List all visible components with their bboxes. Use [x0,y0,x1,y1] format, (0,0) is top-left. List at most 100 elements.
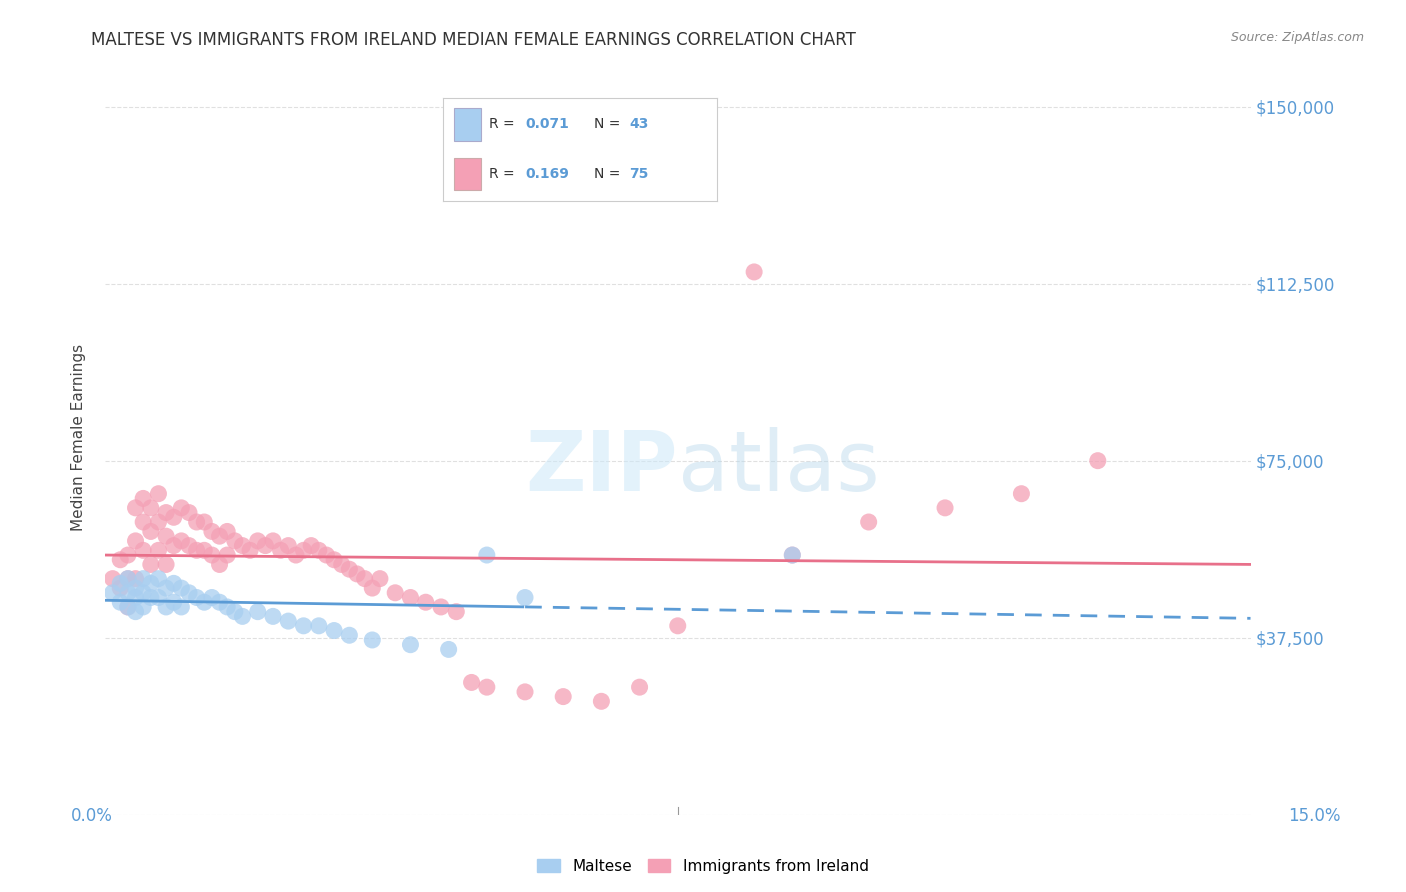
Point [124,533,146,548]
Legend: Maltese, Immigrants from Ireland: Maltese, Immigrants from Ireland [531,853,875,880]
Point [399,591,422,605]
Text: 0.169: 0.169 [526,167,569,180]
Text: R =: R = [489,117,519,131]
Point [163,576,186,591]
Point [277,539,299,553]
Point [170,599,193,614]
Point [742,265,765,279]
Point [110,553,132,567]
Point [117,599,139,614]
Point [193,543,215,558]
Point [361,632,384,647]
FancyBboxPatch shape [454,109,481,141]
Point [284,548,307,562]
Point [399,638,422,652]
Point [155,529,177,543]
Point [299,539,322,553]
Point [177,506,200,520]
Point [262,533,284,548]
Point [353,572,375,586]
Point [163,539,186,553]
Text: Source: ZipAtlas.com: Source: ZipAtlas.com [1230,31,1364,45]
Point [553,690,575,704]
Point [124,591,146,605]
Point [170,581,193,595]
Point [460,675,482,690]
Text: N =: N = [593,167,624,180]
Point [117,586,139,600]
Point [475,680,498,694]
Point [132,543,155,558]
Point [231,609,253,624]
Point [117,599,139,614]
Point [208,558,231,572]
Point [224,605,246,619]
Point [186,543,208,558]
Point [231,539,253,553]
Point [430,599,453,614]
Text: 15.0%: 15.0% [1288,807,1341,825]
Point [124,572,146,586]
Point [254,539,277,553]
Text: ZIP: ZIP [526,426,678,508]
Point [155,599,177,614]
Point [437,642,460,657]
Point [101,572,124,586]
Point [224,533,246,548]
Point [415,595,437,609]
Point [1087,453,1109,467]
Point [177,586,200,600]
Point [201,524,224,539]
Point [148,572,170,586]
Point [132,491,155,506]
Text: atlas: atlas [678,426,880,508]
Point [132,572,155,586]
Point [132,599,155,614]
Point [337,562,360,576]
Text: R =: R = [489,167,519,180]
Point [208,529,231,543]
Point [246,605,269,619]
Point [148,515,170,529]
Point [148,543,170,558]
Point [155,506,177,520]
Point [124,605,146,619]
Point [163,595,186,609]
Point [513,591,536,605]
Point [170,533,193,548]
Point [239,543,262,558]
Point [132,515,155,529]
Point [217,599,239,614]
Point [170,500,193,515]
Point [148,486,170,500]
Point [323,624,346,638]
Point [591,694,613,708]
Point [446,605,468,619]
Point [782,548,804,562]
Point [346,566,368,581]
Point [315,548,337,562]
Point [101,586,124,600]
Point [384,586,406,600]
Point [208,595,231,609]
Point [139,591,162,605]
Point [186,515,208,529]
Point [1010,486,1032,500]
Point [270,543,292,558]
Point [201,548,224,562]
Point [337,628,360,642]
Point [217,524,239,539]
Point [139,500,162,515]
Point [193,515,215,529]
Point [163,510,186,524]
Point [155,581,177,595]
Point [308,543,330,558]
Point [277,614,299,628]
Point [193,595,215,609]
Point [117,572,139,586]
Point [132,586,155,600]
Point [124,500,146,515]
Point [201,591,224,605]
Point [186,591,208,605]
Point [117,572,139,586]
